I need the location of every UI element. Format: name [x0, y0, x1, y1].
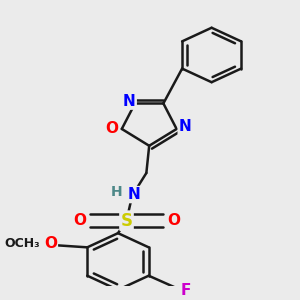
- Text: O: O: [44, 236, 57, 251]
- Text: OCH₃: OCH₃: [4, 237, 40, 250]
- Text: H: H: [111, 185, 122, 199]
- Text: N: N: [179, 119, 191, 134]
- Text: F: F: [180, 283, 191, 298]
- Text: O: O: [167, 213, 180, 228]
- Text: N: N: [123, 94, 136, 109]
- Text: O: O: [105, 122, 119, 136]
- Text: S: S: [121, 212, 133, 230]
- Text: O: O: [73, 213, 86, 228]
- Text: N: N: [127, 187, 140, 202]
